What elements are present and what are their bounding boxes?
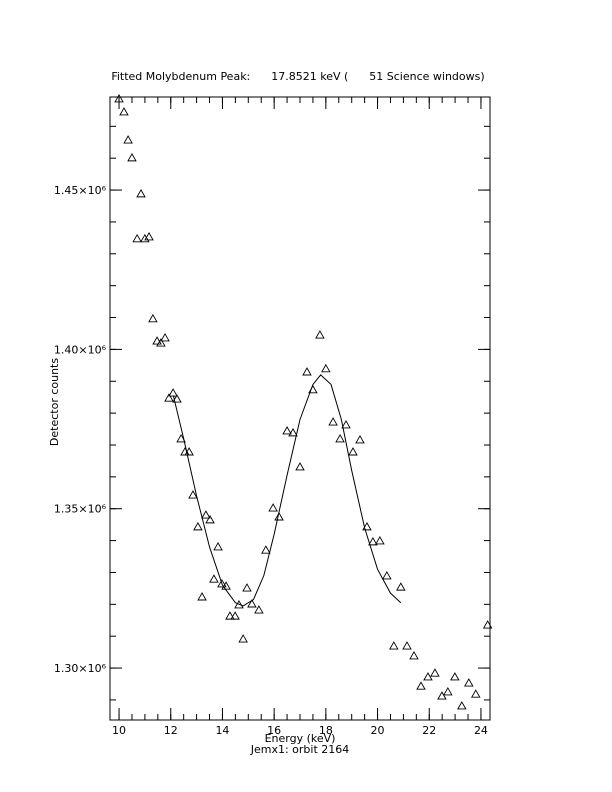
data-point: [457, 701, 467, 710]
data-point: [217, 579, 227, 588]
data-point: [430, 668, 440, 677]
data-point: [144, 231, 154, 241]
data-point: [288, 427, 298, 437]
data-point: [471, 689, 481, 698]
data-point: [140, 233, 150, 243]
data-point: [238, 634, 248, 643]
data-point: [375, 535, 385, 545]
data-point: [335, 434, 345, 443]
data-point: [123, 135, 133, 144]
data-point: [221, 581, 231, 590]
x-tick-label: 24: [474, 724, 488, 737]
x-tick-label: 18: [319, 724, 333, 737]
data-point: [328, 417, 338, 426]
y-tick-label: 1.30×10⁶: [54, 662, 107, 675]
subtitle: Jemx1: orbit 2164: [250, 743, 350, 756]
data-point: [295, 462, 305, 471]
x-tick-label: 12: [164, 724, 178, 737]
data-point: [132, 233, 142, 243]
data-point: [205, 514, 215, 524]
data-point: [197, 592, 207, 601]
data-point: [225, 611, 235, 620]
data-point: [482, 620, 493, 629]
y-tick-label: 1.35×10⁶: [54, 503, 107, 516]
x-axis-label: Energy (keV): [265, 732, 336, 745]
data-point: [230, 611, 240, 620]
data-point: [437, 691, 447, 700]
data-point: [348, 447, 358, 456]
data-point: [368, 536, 378, 546]
x-tick-label: 16: [267, 724, 281, 737]
data-point: [409, 651, 419, 660]
data-point: [176, 434, 186, 443]
data-point: [341, 420, 351, 429]
data-point: [254, 605, 264, 614]
data-point: [396, 582, 406, 591]
x-tick-label: 20: [371, 724, 385, 737]
x-tick-label: 22: [422, 724, 436, 737]
data-point: [268, 503, 278, 512]
data-point: [234, 600, 244, 609]
data-point: [464, 678, 474, 687]
data-point: [152, 336, 162, 345]
x-tick-label: 14: [215, 724, 229, 737]
data-point: [160, 333, 170, 342]
data-point: [416, 681, 426, 690]
data-point: [119, 107, 129, 116]
data-point: [127, 152, 137, 162]
data-point: [261, 545, 271, 554]
data-point: [315, 330, 325, 339]
data-point: [321, 363, 331, 373]
data-point: [402, 641, 412, 650]
data-point: [355, 434, 365, 444]
data-point: [362, 521, 372, 531]
fit-line: [172, 374, 402, 607]
data-point: [136, 188, 146, 198]
data-point: [188, 490, 198, 499]
data-point: [450, 672, 460, 681]
data-point: [213, 542, 223, 551]
data-point: [423, 672, 433, 681]
data-point: [193, 521, 203, 531]
data-point: [156, 338, 166, 347]
data-point: [209, 574, 219, 583]
y-tick-label: 1.45×10⁶: [54, 184, 107, 197]
data-point: [247, 599, 257, 608]
data-point: [148, 313, 158, 323]
data-point: [172, 394, 182, 403]
x-tick-label: 10: [112, 724, 126, 737]
y-tick-label: 1.40×10⁶: [54, 343, 107, 356]
data-point: [443, 687, 453, 696]
data-point: [302, 367, 312, 376]
chart-title: Fitted Molybdenum Peak: 17.8521 keV ( 51…: [111, 70, 484, 83]
data-point: [201, 510, 211, 519]
data-point: [114, 94, 124, 103]
data-point: [164, 393, 174, 402]
data-point: [382, 571, 392, 580]
data-point: [274, 512, 284, 521]
data-point: [282, 426, 292, 435]
data-point: [184, 447, 194, 456]
y-axis-label: Detector counts: [48, 358, 61, 446]
data-point: [389, 641, 399, 650]
data-point: [242, 583, 252, 592]
